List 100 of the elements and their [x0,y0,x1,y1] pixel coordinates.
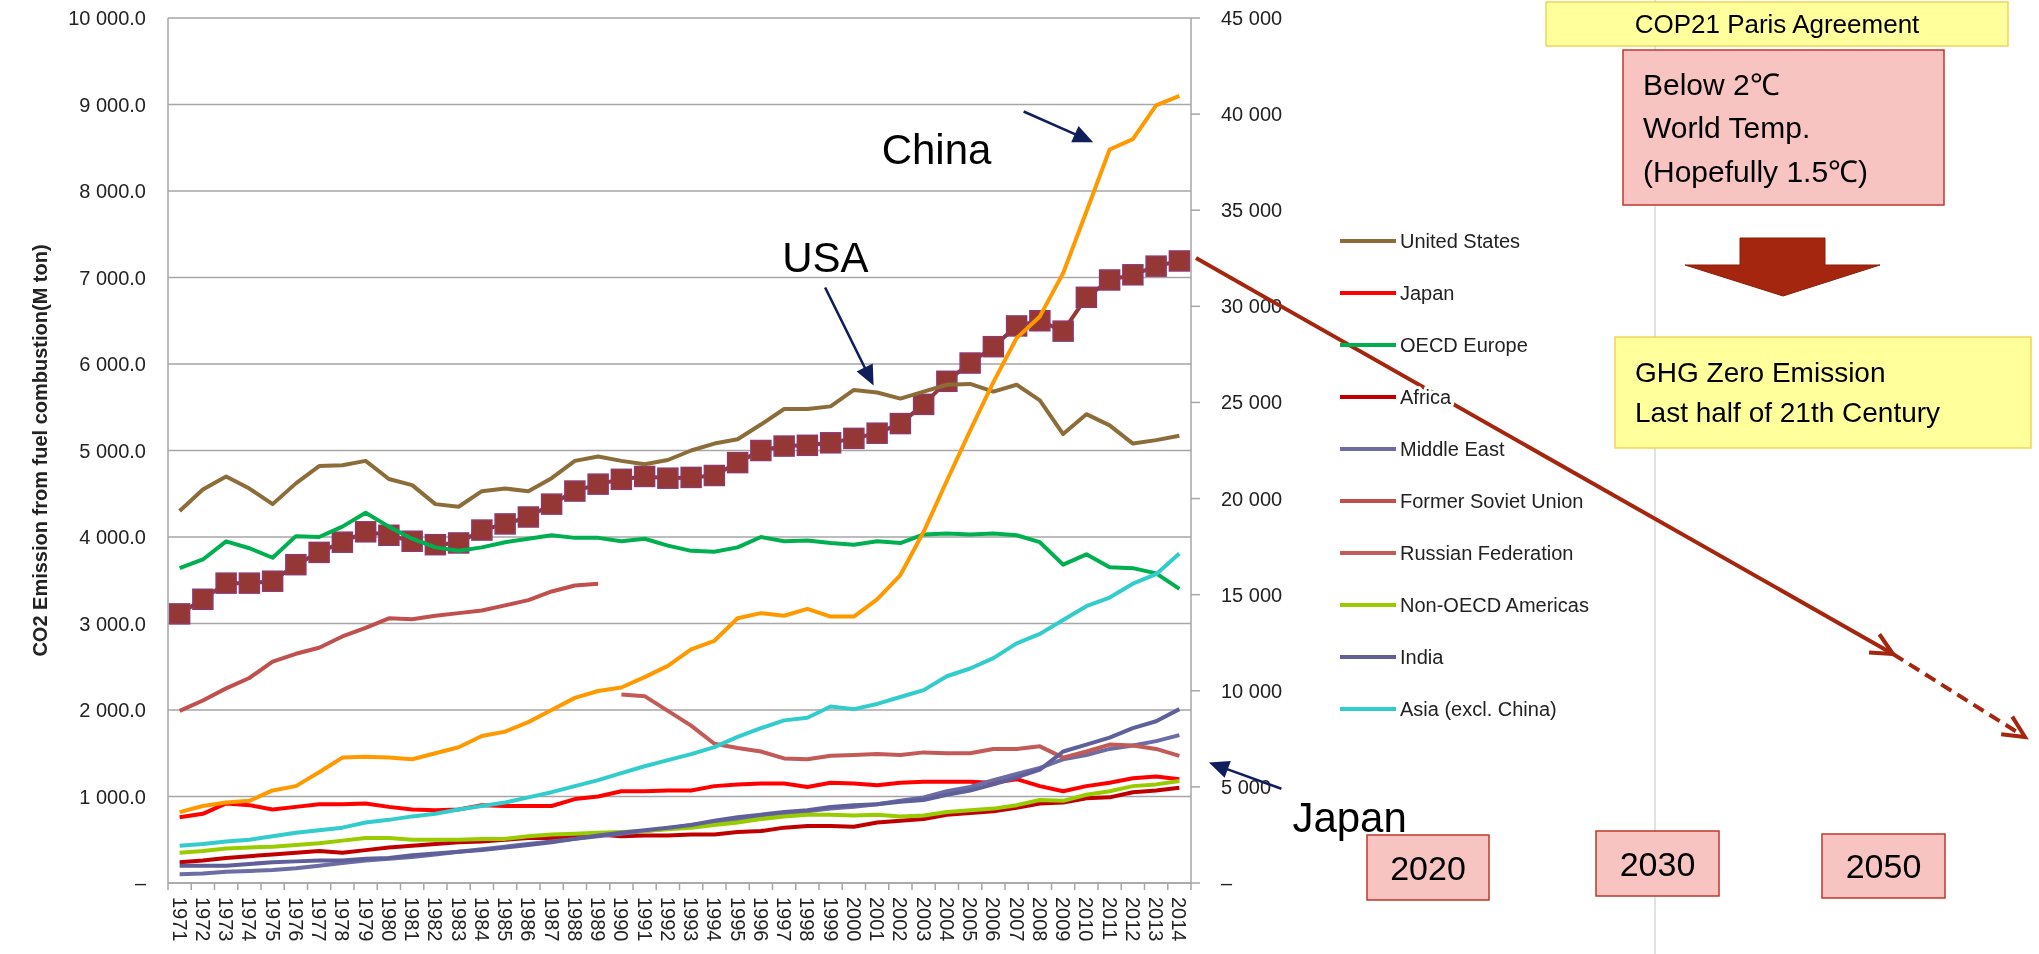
point [866,422,888,444]
annotation: USA [782,234,869,282]
text: Below 2℃ World Temp. (Hopefully 1.5℃) [1643,67,1869,188]
annotation: Japan [1292,794,1407,842]
x-tick-label: 1979 [354,897,377,942]
x-tick-label: 1996 [749,897,772,942]
x-tick-label: 2003 [912,897,935,942]
y-tick-label: – [134,872,147,894]
point [494,513,516,535]
annotation: China [881,125,992,173]
y2-tick-label: 45 000 [1221,7,1283,29]
y-tick-label: 2 000.0 [79,699,146,721]
point [1145,255,1167,277]
point [354,521,377,543]
point [889,412,912,435]
point [819,432,842,454]
y2-tick-label: 5 000 [1221,775,1272,798]
x-tick-label: 1985 [494,897,517,942]
x-tick-label: 1974 [238,897,261,942]
y2-tick-label: 40 000 [1221,103,1283,126]
point [168,603,191,625]
y-axis-title: CO2 Emission from fuel combustion(M ton) [29,244,51,657]
point [215,572,237,594]
y-tick-label: 6 000.0 [79,353,146,375]
x-tick-label: 1981 [401,897,424,942]
x-tick-label: 1988 [563,897,586,942]
text: 2020 [1390,848,1466,887]
x-tick-label: 2008 [1028,897,1051,942]
x-tick-label: 1999 [819,897,842,942]
y-tick-label: 5 000.0 [79,439,146,462]
line-series [177,774,1182,820]
text: 2050 [1845,847,1922,885]
text: GHG Zero Emission Last half of 21th Century [1635,356,1941,429]
point [285,553,307,576]
legend-label: Middle East [1400,438,1505,460]
line-series [177,510,1182,591]
point [331,531,354,553]
x-tick-label: 1998 [796,897,819,942]
line-series [177,93,1182,815]
y2-tick-label: – [1221,872,1233,894]
point [912,393,935,416]
line-series [177,707,1182,868]
point [773,435,795,457]
point [1098,269,1121,291]
point [1168,250,1191,272]
x-tick-label: 1993 [680,897,703,942]
x-tick-label: 1976 [284,897,307,942]
text: COP21 Paris Agreement [1634,9,1921,39]
point [610,468,633,491]
x-tick-label: 2012 [1121,897,1144,942]
line-series [619,692,1182,762]
point [517,506,540,528]
x-tick-label: 1977 [308,897,331,942]
x-tick-label: 1997 [773,897,796,942]
x-tick-label: 2009 [1052,897,1075,942]
y2-tick-label: 20 000 [1221,487,1283,510]
y-tick-label: 4 000.0 [79,526,146,548]
y2-tick-label: 10 000 [1221,679,1283,702]
y-tick-label: 9 000.0 [79,93,146,116]
point [1122,264,1144,286]
x-tick-label: 1983 [447,897,470,942]
x-tick-label: 1984 [470,897,493,942]
x-tick-label: 2010 [1075,897,1098,942]
point [959,352,981,374]
point [261,570,284,592]
legend-label: Asia (excl. China) [1400,698,1557,720]
x-tick-label: 1971 [168,897,191,942]
x-tick-label: 1992 [656,897,679,942]
y-tick-label: 1 000.0 [79,785,146,808]
x-tick-label: 2013 [1145,897,1168,942]
x-tick-label: 1975 [261,897,284,942]
legend-label: Former Soviet Union [1400,490,1584,512]
x-tick-label: 1995 [726,897,749,942]
point [587,473,609,495]
point [796,434,819,457]
x-tick-label: 1990 [610,897,633,942]
x-tick-label: 1989 [587,897,610,942]
line-series [177,778,1182,855]
legend-label: Japan [1400,282,1455,304]
point [564,480,586,502]
x-tick-label: 1982 [424,897,447,942]
point [192,588,214,611]
x-tick-label: 2002 [889,897,912,942]
x-tick-label: 1980 [377,897,400,942]
x-tick-label: 2006 [982,897,1005,942]
x-tick-label: 2001 [866,897,889,942]
x-tick-label: 2005 [959,897,982,942]
y2-tick-label: 15 000 [1221,583,1283,606]
point [726,451,749,474]
point [750,439,772,462]
line-series [177,551,1182,848]
x-tick-label: 1994 [703,897,726,942]
legend-label: India [1400,646,1445,668]
point [1052,320,1074,342]
x-tick-label: 1987 [540,897,563,942]
y-tick-label: 3 000.0 [79,612,146,635]
point [1075,286,1098,309]
x-tick-label: 2014 [1168,897,1191,942]
point [843,427,865,450]
point [540,493,563,515]
